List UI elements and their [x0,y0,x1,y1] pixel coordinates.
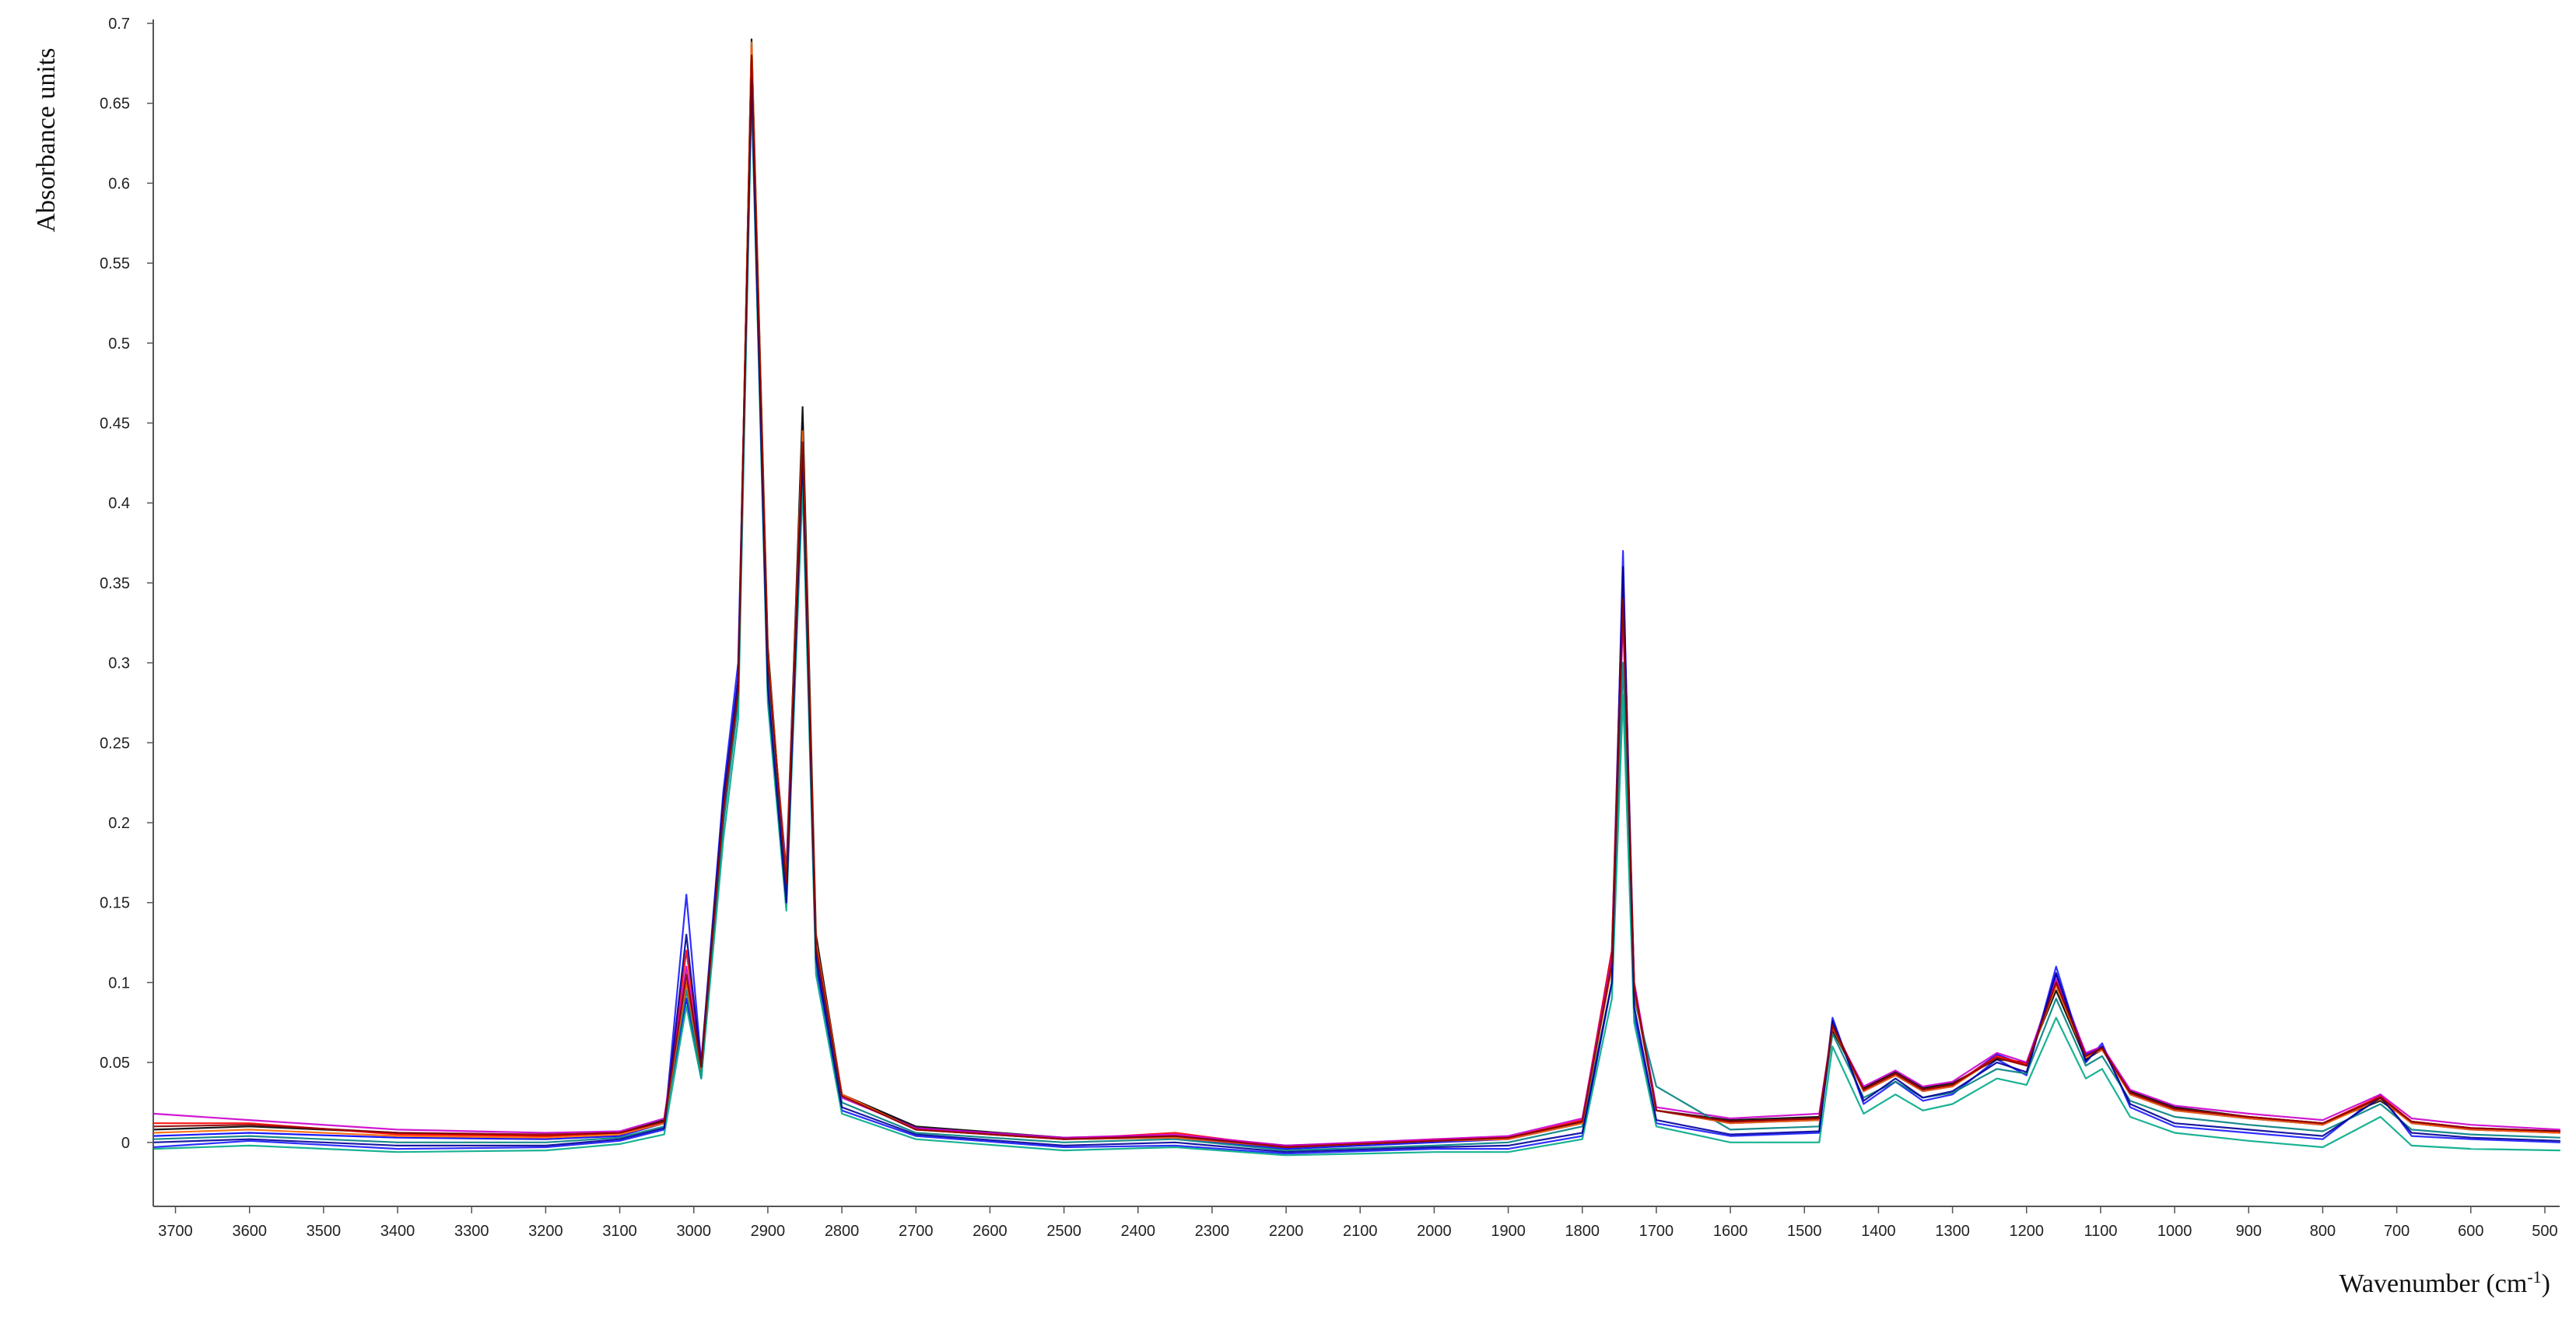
x-tick-label: 3500 [307,1223,342,1240]
y-tick-label: 0.6 [108,175,130,192]
spectrum-line-5 [152,62,2561,1147]
spectrum-line-3 [152,38,2561,1147]
x-tick-label: 3300 [454,1223,489,1240]
x-tick-label: 3700 [158,1223,193,1240]
y-axis-ticks: 0 0.05 0.1 0.15 0.2 0.25 0.3 0.35 0.4 0.45 0.5 0.55… [100,16,153,1152]
x-tick-label: 3400 [380,1223,415,1240]
x-tick-label: 1900 [1491,1223,1526,1240]
y-tick-label: 0.1 [108,974,130,992]
plot-series-group [152,38,2561,1157]
x-tick-label: 1700 [1639,1223,1674,1240]
x-tick-label: 1800 [1565,1223,1600,1240]
y-tick-label: 0.7 [108,16,130,33]
x-tick-label: 2600 [973,1223,1008,1240]
spectrum-line-2 [152,86,2561,1155]
y-tick-label: 0.05 [100,1055,130,1072]
spectrum-line-9 [152,78,2561,1153]
y-tick-label: 0.35 [100,575,130,592]
spectrum-line-8 [152,94,2561,1157]
x-tick-label: 2300 [1195,1223,1230,1240]
x-tick-label: 2400 [1121,1223,1156,1240]
x-tick-label: 2500 [1046,1223,1081,1240]
y-tick-label: 0.65 [100,96,130,113]
x-axis-ticks: 3700 3600 3500 3400 3300 3200 3100 3000 2900 2800… [158,1206,2558,1240]
x-tick-label: 1300 [1935,1223,1970,1240]
x-tick-label: 3100 [602,1223,637,1240]
x-tick-label: 900 [2236,1223,2262,1240]
x-axis-title-end: ) [2542,1269,2550,1298]
x-tick-label: 1400 [1861,1223,1896,1240]
x-tick-label: 2100 [1343,1223,1378,1240]
spectrum-line-6 [152,70,2561,1152]
x-tick-label: 2900 [751,1223,786,1240]
x-tick-label: 800 [2310,1223,2336,1240]
y-tick-label: 0.2 [108,815,130,832]
y-tick-label: 0.15 [100,895,130,912]
y-tick-label: 0.25 [100,735,130,752]
x-tick-label: 2800 [825,1223,860,1240]
x-tick-label: 700 [2384,1223,2410,1240]
x-tick-label: 500 [2532,1223,2557,1240]
x-tick-label: 1100 [2084,1223,2117,1240]
y-tick-label: 0 [121,1135,130,1152]
x-tick-label: 3600 [232,1223,267,1240]
y-tick-label: 0.3 [108,655,130,672]
y-tick-label: 0.55 [100,255,130,272]
spectrum-line-10 [152,54,2561,1149]
spectrum-line-4 [152,46,2561,1149]
spectrum-line-1 [152,54,2561,1150]
x-tick-label: 2200 [1269,1223,1304,1240]
x-tick-label: 1600 [1713,1223,1748,1240]
y-tick-label: 0.5 [108,335,130,353]
x-tick-label: 2700 [899,1223,934,1240]
y-tick-label: 0.4 [108,495,130,512]
x-axis-title: Wavenumber (cm-1) [2339,1267,2550,1299]
spectrum-line-7 [152,41,2561,1149]
x-axis-title-main: Wavenumber (cm [2339,1269,2528,1298]
x-tick-label: 3000 [676,1223,711,1240]
x-axis-title-sup: -1 [2527,1267,2541,1287]
x-tick-label: 1000 [2157,1223,2192,1240]
x-tick-label: 2000 [1417,1223,1452,1240]
x-tick-label: 1200 [2010,1223,2045,1240]
x-tick-label: 1500 [1787,1223,1822,1240]
y-tick-label: 0.45 [100,416,130,433]
x-tick-label: 600 [2458,1223,2483,1240]
y-axis-title: Absorbance units [32,47,61,232]
x-tick-label: 3200 [528,1223,563,1240]
